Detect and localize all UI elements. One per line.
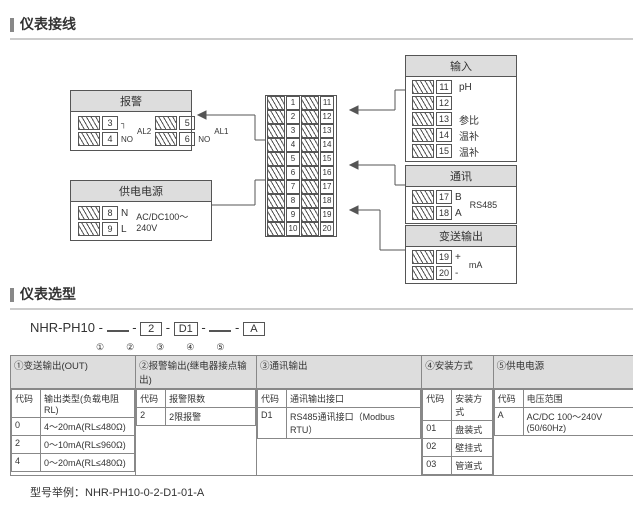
output-header: 变送输出 xyxy=(406,226,516,247)
output-box: 变送输出 19+20- mA xyxy=(405,225,517,284)
model-number-line: NHR-PH10 - - 2 - D1 - - A xyxy=(30,320,633,336)
alarm-header: 报警 xyxy=(71,91,191,112)
input-header: 输入 xyxy=(406,56,516,77)
center-terminal: 1112123134145156167178189191020 xyxy=(265,95,337,237)
wiring-diagram: 报警 3┐ 4NO AL2 5 6NO AL1 供电电源 8N 9L AC/DC… xyxy=(10,50,633,280)
section-wiring-title: 仪表接线 xyxy=(10,10,633,40)
selection-table: ①变送输出(OUT)②报警输出(继电器接点输出)③通讯输出④安装方式⑤供电电源 … xyxy=(10,355,633,476)
input-box: 输入 11pH1213参比14温补15温补 xyxy=(405,55,517,162)
model-example: 型号举例：NHR-PH10-0-2-D1-01-A xyxy=(30,484,633,500)
comm-box: 通讯 17B18A RS485 xyxy=(405,165,517,224)
model-sub-line: ①②③④⑤ xyxy=(30,342,633,353)
comm-header: 通讯 xyxy=(406,166,516,187)
power-header: 供电电源 xyxy=(71,181,211,202)
alarm-box: 报警 3┐ 4NO AL2 5 6NO AL1 xyxy=(70,90,192,151)
section-selection-title: 仪表选型 xyxy=(10,280,633,310)
power-box: 供电电源 8N 9L AC/DC100～240V xyxy=(70,180,212,241)
